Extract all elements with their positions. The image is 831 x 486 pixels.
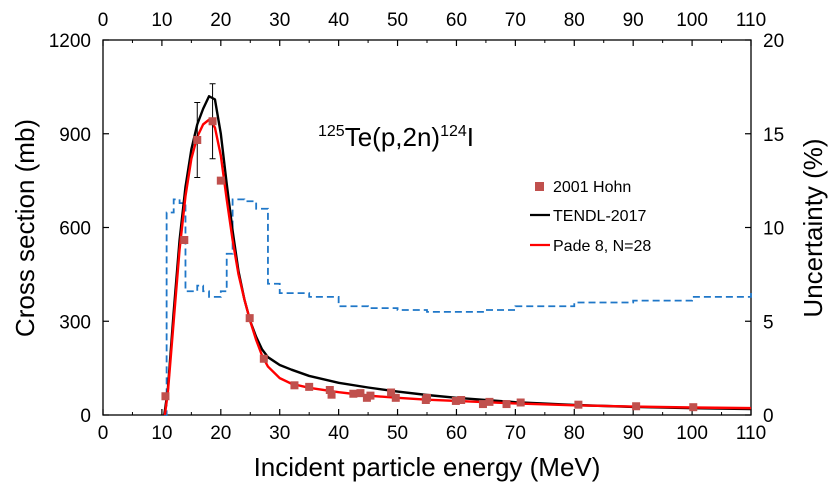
legend-label-pade: Pade 8, N=28 <box>553 238 651 255</box>
x-tick-label: 100 <box>676 423 708 444</box>
axis-ticks: 0010102020303040405050606070708080909010… <box>49 10 784 444</box>
y-tick-label: 0 <box>80 406 91 427</box>
annotation-mass: 125 <box>318 123 345 140</box>
hohn-data-point <box>259 354 268 363</box>
hohn-data-point <box>485 397 494 406</box>
hohn-data-point <box>208 117 217 126</box>
hohn-data-point <box>391 393 400 402</box>
hohn-data-point <box>516 398 525 407</box>
x-top-tick-label: 70 <box>505 10 526 31</box>
legend-marker-hohn <box>535 182 544 191</box>
hohn-data-point <box>245 314 254 323</box>
reaction-annotation: 125Te(p,2n)124I <box>318 122 474 152</box>
tendl-line <box>163 95 752 416</box>
hohn-data-point <box>457 396 466 404</box>
y-axis-title: Cross section (mb) <box>10 119 40 337</box>
y2-tick-label: 10 <box>763 219 784 240</box>
hohn-data-point <box>632 402 641 411</box>
x-tick-label: 80 <box>564 423 585 444</box>
x-tick-label: 60 <box>446 423 467 444</box>
x-top-tick-label: 10 <box>151 10 172 31</box>
hohn-data-point <box>387 388 396 397</box>
hohn-data-point <box>478 400 487 409</box>
x-tick-label: 40 <box>328 423 349 444</box>
x-top-tick-label: 30 <box>269 10 290 31</box>
hohn-data-point <box>356 389 365 398</box>
hohn-data-point <box>689 403 698 412</box>
hohn-data-point <box>325 386 334 394</box>
x-top-tick-label: 90 <box>623 10 644 31</box>
y-tick-label: 900 <box>59 125 91 146</box>
x-tick-label: 70 <box>505 423 526 444</box>
y2-axis-title: Uncertainty (%) <box>798 138 828 317</box>
y-tick-label: 1200 <box>49 31 91 52</box>
hohn-data-point <box>366 391 375 400</box>
legend-label-tendl: TENDL-2017 <box>553 208 646 225</box>
y2-tick-label: 5 <box>763 312 774 333</box>
y2-tick-label: 0 <box>763 406 774 427</box>
hohn-data-point <box>180 236 189 244</box>
pade-fit-line <box>163 118 752 416</box>
x-tick-label: 0 <box>98 423 109 444</box>
x-top-tick-label: 110 <box>736 10 766 31</box>
hohn-data-point <box>327 390 336 399</box>
x-top-tick-label: 100 <box>676 10 708 31</box>
hohn-data-point <box>193 136 202 144</box>
y-tick-label: 600 <box>59 219 91 240</box>
y2-tick-label: 20 <box>763 31 784 52</box>
annotation-target: Te(p,2n) <box>345 122 440 152</box>
plot-series <box>161 83 752 416</box>
y-tick-label: 300 <box>59 312 91 333</box>
x-tick-label: 110 <box>736 423 766 444</box>
legend: 2001 Hohn TENDL-2017 Pade 8, N=28 <box>530 179 651 255</box>
annotation-product-mass: 124 <box>440 123 467 140</box>
x-tick-label: 90 <box>623 423 644 444</box>
hohn-data-point <box>216 176 225 185</box>
hohn-data-point <box>502 400 511 409</box>
x-top-tick-label: 80 <box>564 10 585 31</box>
x-tick-label: 20 <box>210 423 231 444</box>
hohn-data-point <box>349 389 358 398</box>
hohn-data-point <box>161 392 170 401</box>
plot-area <box>102 39 752 416</box>
y2-tick-label: 15 <box>763 125 784 146</box>
x-tick-label: 50 <box>387 423 408 444</box>
x-top-tick-label: 50 <box>387 10 408 31</box>
annotation-product: I <box>467 122 474 152</box>
x-top-tick-label: 0 <box>98 10 109 31</box>
x-tick-label: 30 <box>269 423 290 444</box>
hohn-data-point <box>305 382 314 391</box>
hohn-data-point <box>423 393 431 402</box>
hohn-data-point <box>574 400 583 409</box>
x-axis-title: Incident particle energy (MeV) <box>254 452 601 482</box>
x-top-tick-label: 40 <box>328 10 349 31</box>
hohn-data-point <box>290 381 299 390</box>
x-tick-label: 10 <box>151 423 172 444</box>
x-top-tick-label: 60 <box>446 10 467 31</box>
legend-label-hohn: 2001 Hohn <box>553 179 631 196</box>
x-top-tick-label: 20 <box>210 10 231 31</box>
uncertainty-step-line <box>164 198 752 416</box>
hohn-data-point <box>451 396 460 405</box>
